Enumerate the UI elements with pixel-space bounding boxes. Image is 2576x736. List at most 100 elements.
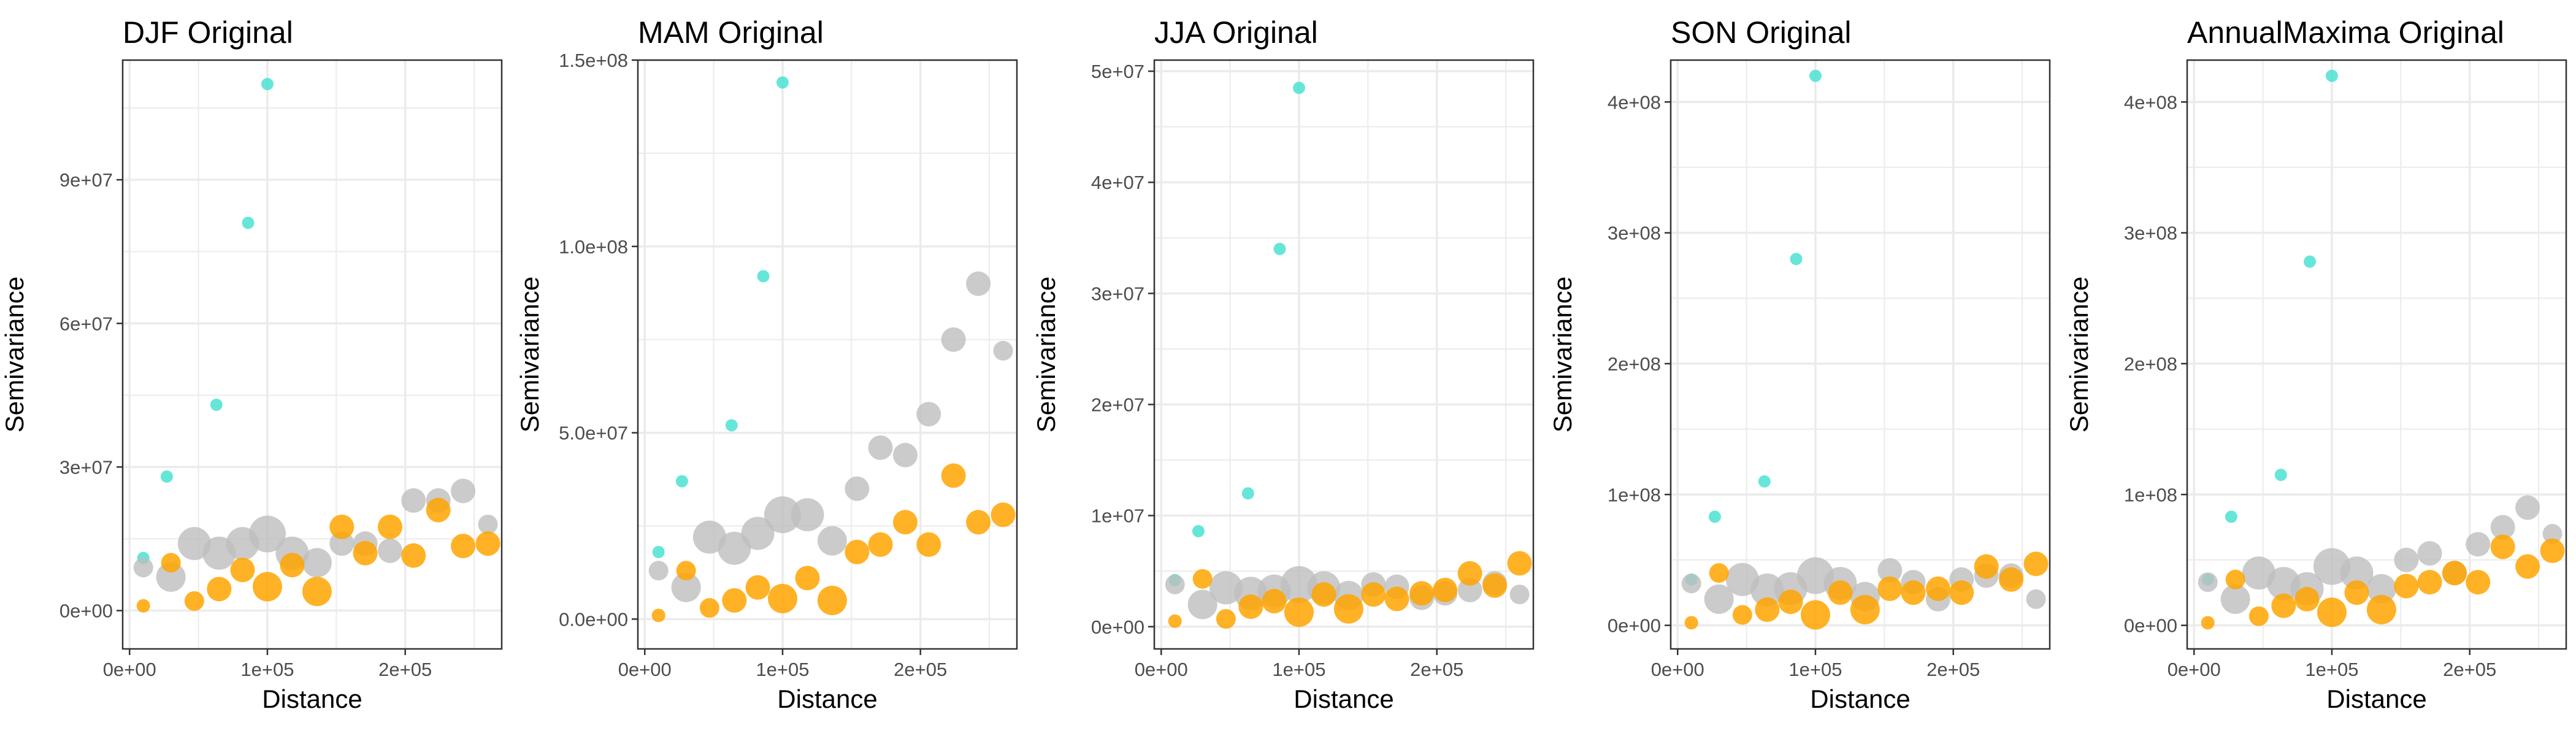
point-orange [1216,609,1236,629]
y-tick-label: 2e+08 [1608,353,1661,375]
point-orange [1433,578,1458,602]
point-grey [2242,556,2275,590]
point-orange [1709,563,1729,583]
point-orange [2466,570,2491,595]
point-grey [377,539,402,563]
point-orange [1482,573,1508,598]
panel-border [2186,59,2567,650]
point-grey [133,558,153,578]
point-orange [1168,614,1182,628]
point-orange [377,514,402,539]
point-grey [248,515,286,553]
x-tick-label: 2e+05 [1926,659,1980,680]
point-orange [1192,569,1213,589]
point-grey [401,488,426,513]
x-tick-label: 1e+05 [2305,659,2358,680]
y-tick-label: 2e+08 [2124,353,2177,375]
point-grey [156,562,186,592]
point-orange [2394,573,2419,599]
panel-title: AnnualMaxima Original [2187,15,2504,50]
point-orange [280,553,305,578]
point-grey [177,527,211,561]
point-grey [2198,572,2218,592]
point-cyan [261,78,274,91]
point-orange [966,510,991,535]
point-grey [2366,573,2396,604]
y-tick-label: 0e+00 [2124,615,2177,637]
point-orange [1311,582,1336,607]
y-tick-label: 0.0e+00 [559,608,628,630]
point-orange [184,591,204,611]
point-orange [991,502,1016,527]
point-orange [767,583,797,613]
x-axis-label: Distance [262,684,362,713]
plot-area [2187,60,2566,649]
point-cyan [675,475,688,488]
point-orange [161,553,181,573]
panel-title: SON Original [1671,15,1852,50]
y-tick-label: 1e+07 [1091,505,1144,527]
point-orange [2225,569,2245,589]
x-axis-label: Distance [777,684,877,713]
point-orange [699,598,719,618]
point-orange [1850,595,1880,624]
point-cyan [757,270,770,283]
point-orange [1361,582,1386,607]
point-orange [1925,576,1950,601]
point-orange [868,532,893,557]
point-orange [2023,551,2049,577]
point-grey [1209,571,1243,605]
y-axis-label: Semivariance [0,277,29,432]
x-tick-label: 0e+00 [2168,659,2221,680]
point-grey [1187,589,1217,619]
point-orange [745,575,770,600]
y-tick-label: 3e+08 [2124,223,2177,244]
point-orange [1384,586,1409,611]
panel-title: MAM Original [638,15,824,50]
point-orange [2201,616,2215,630]
point-grey [966,271,991,296]
point-orange [2417,570,2442,595]
point-orange [1999,567,2024,592]
y-tick-label: 3e+08 [1608,223,1661,244]
x-tick-label: 0e+00 [1651,659,1704,680]
point-grey [2542,524,2563,544]
point-grey [1725,562,1759,596]
point-cyan [776,76,789,89]
panel-5: 0e+00 1e+05 2e+05 0e+00 1e+08 2e+08 3e+08 4e+08… [2064,15,2567,713]
x-tick-label: 0e+00 [618,659,672,680]
point-grey [764,496,801,534]
point-orange [845,540,870,565]
point-cyan [2225,510,2237,523]
y-axis-label: Semivariance [1548,277,1577,432]
point-orange [353,540,378,565]
points [1165,82,1532,629]
point-orange [1755,597,1780,622]
panel-title: JJA Original [1154,15,1318,50]
plot-area [638,60,1017,649]
point-grey [1704,584,1734,614]
point-orange [1828,580,1853,605]
point-grey [2515,495,2540,520]
point-cyan [1192,525,1205,537]
point-orange [1974,554,1999,579]
point-orange [795,565,820,591]
point-orange [1262,589,1287,614]
y-tick-label: 3e+07 [1091,283,1144,304]
point-grey [302,548,332,578]
points [133,78,500,613]
point-orange [1732,605,1752,625]
point-orange [1684,616,1698,630]
y-tick-label: 0e+00 [1608,615,1661,637]
y-tick-label: 1.0e+08 [559,236,628,258]
point-orange [1877,576,1903,601]
point-orange [651,608,665,623]
point-cyan [160,470,173,483]
point-grey [868,435,893,460]
point-orange [475,531,500,556]
x-tick-label: 1e+05 [240,659,294,680]
point-orange [136,599,150,613]
point-grey [451,478,476,504]
y-tick-label: 6e+07 [59,313,113,334]
points [2198,69,2565,630]
